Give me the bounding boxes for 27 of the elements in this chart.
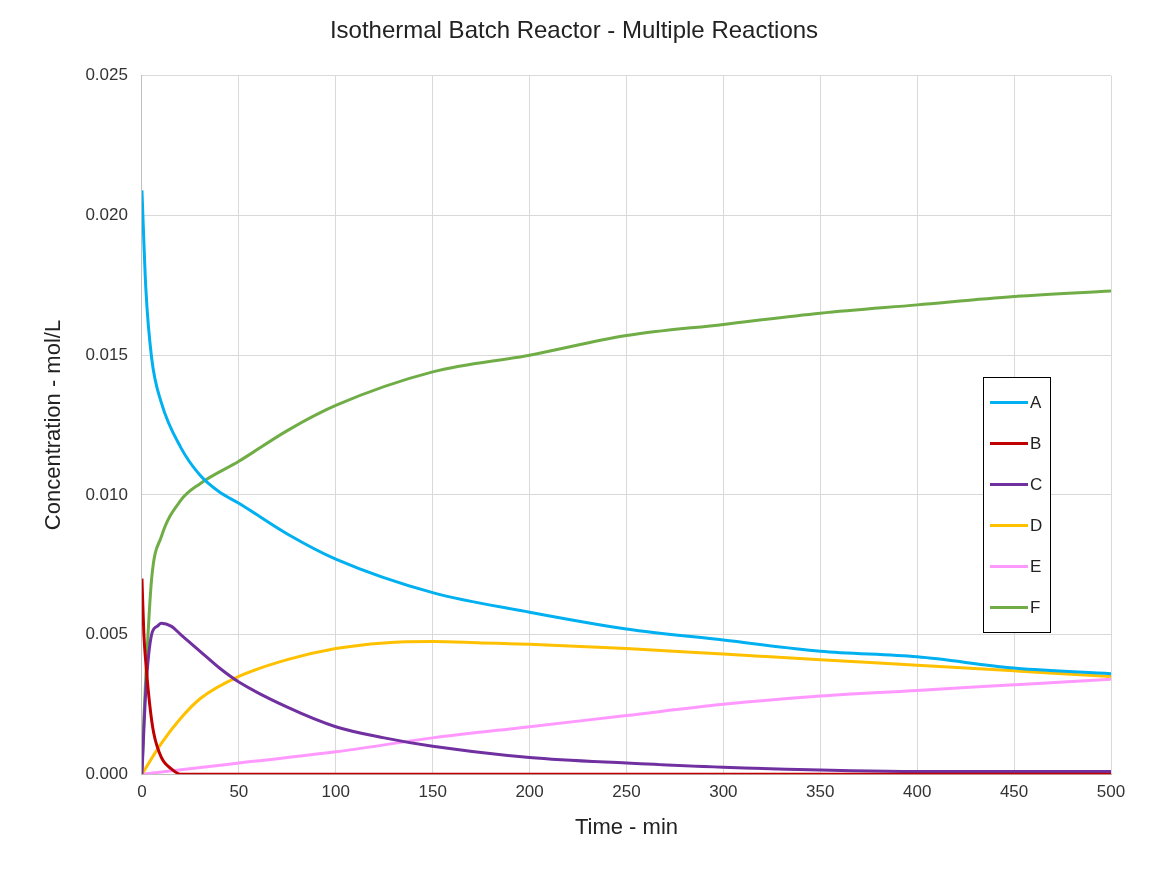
legend-label: A [1030, 392, 1042, 413]
x-tick-label: 250 [612, 782, 641, 802]
chart-title: Isothermal Batch Reactor - Multiple Reactions [329, 16, 819, 44]
x-tick-label: 350 [806, 782, 835, 802]
x-tick-label: 100 [321, 782, 350, 802]
x-tick-label: 200 [515, 782, 544, 802]
x-tick-label: 50 [229, 782, 249, 802]
y-tick-label: 0.010 [85, 484, 128, 504]
x-tick-label: 300 [709, 782, 738, 802]
line-series [141, 188, 1111, 676]
legend-label: D [1030, 515, 1043, 536]
legend-label: B [1030, 433, 1042, 454]
y-tick-label: 0.005 [85, 624, 128, 644]
y-tick-label: 0.025 [85, 65, 128, 85]
legend-label: C [1030, 474, 1043, 495]
x-axis-title: Time - min [574, 813, 679, 839]
x-tick-label: 450 [999, 782, 1029, 802]
y-tick-label: 0.015 [85, 344, 128, 364]
x-tick-label: 400 [903, 782, 932, 802]
legend-label: F [1030, 597, 1041, 618]
x-tick-label: 0 [137, 782, 147, 802]
x-tick-label: 500 [1096, 782, 1126, 802]
y-axis-title: Concentration - mol/L [40, 319, 66, 531]
legend-label: E [1030, 556, 1042, 577]
y-tick-label: 0.020 [85, 205, 128, 225]
x-tick-label: 150 [418, 782, 447, 802]
y-tick-label: 0.000 [85, 763, 128, 783]
